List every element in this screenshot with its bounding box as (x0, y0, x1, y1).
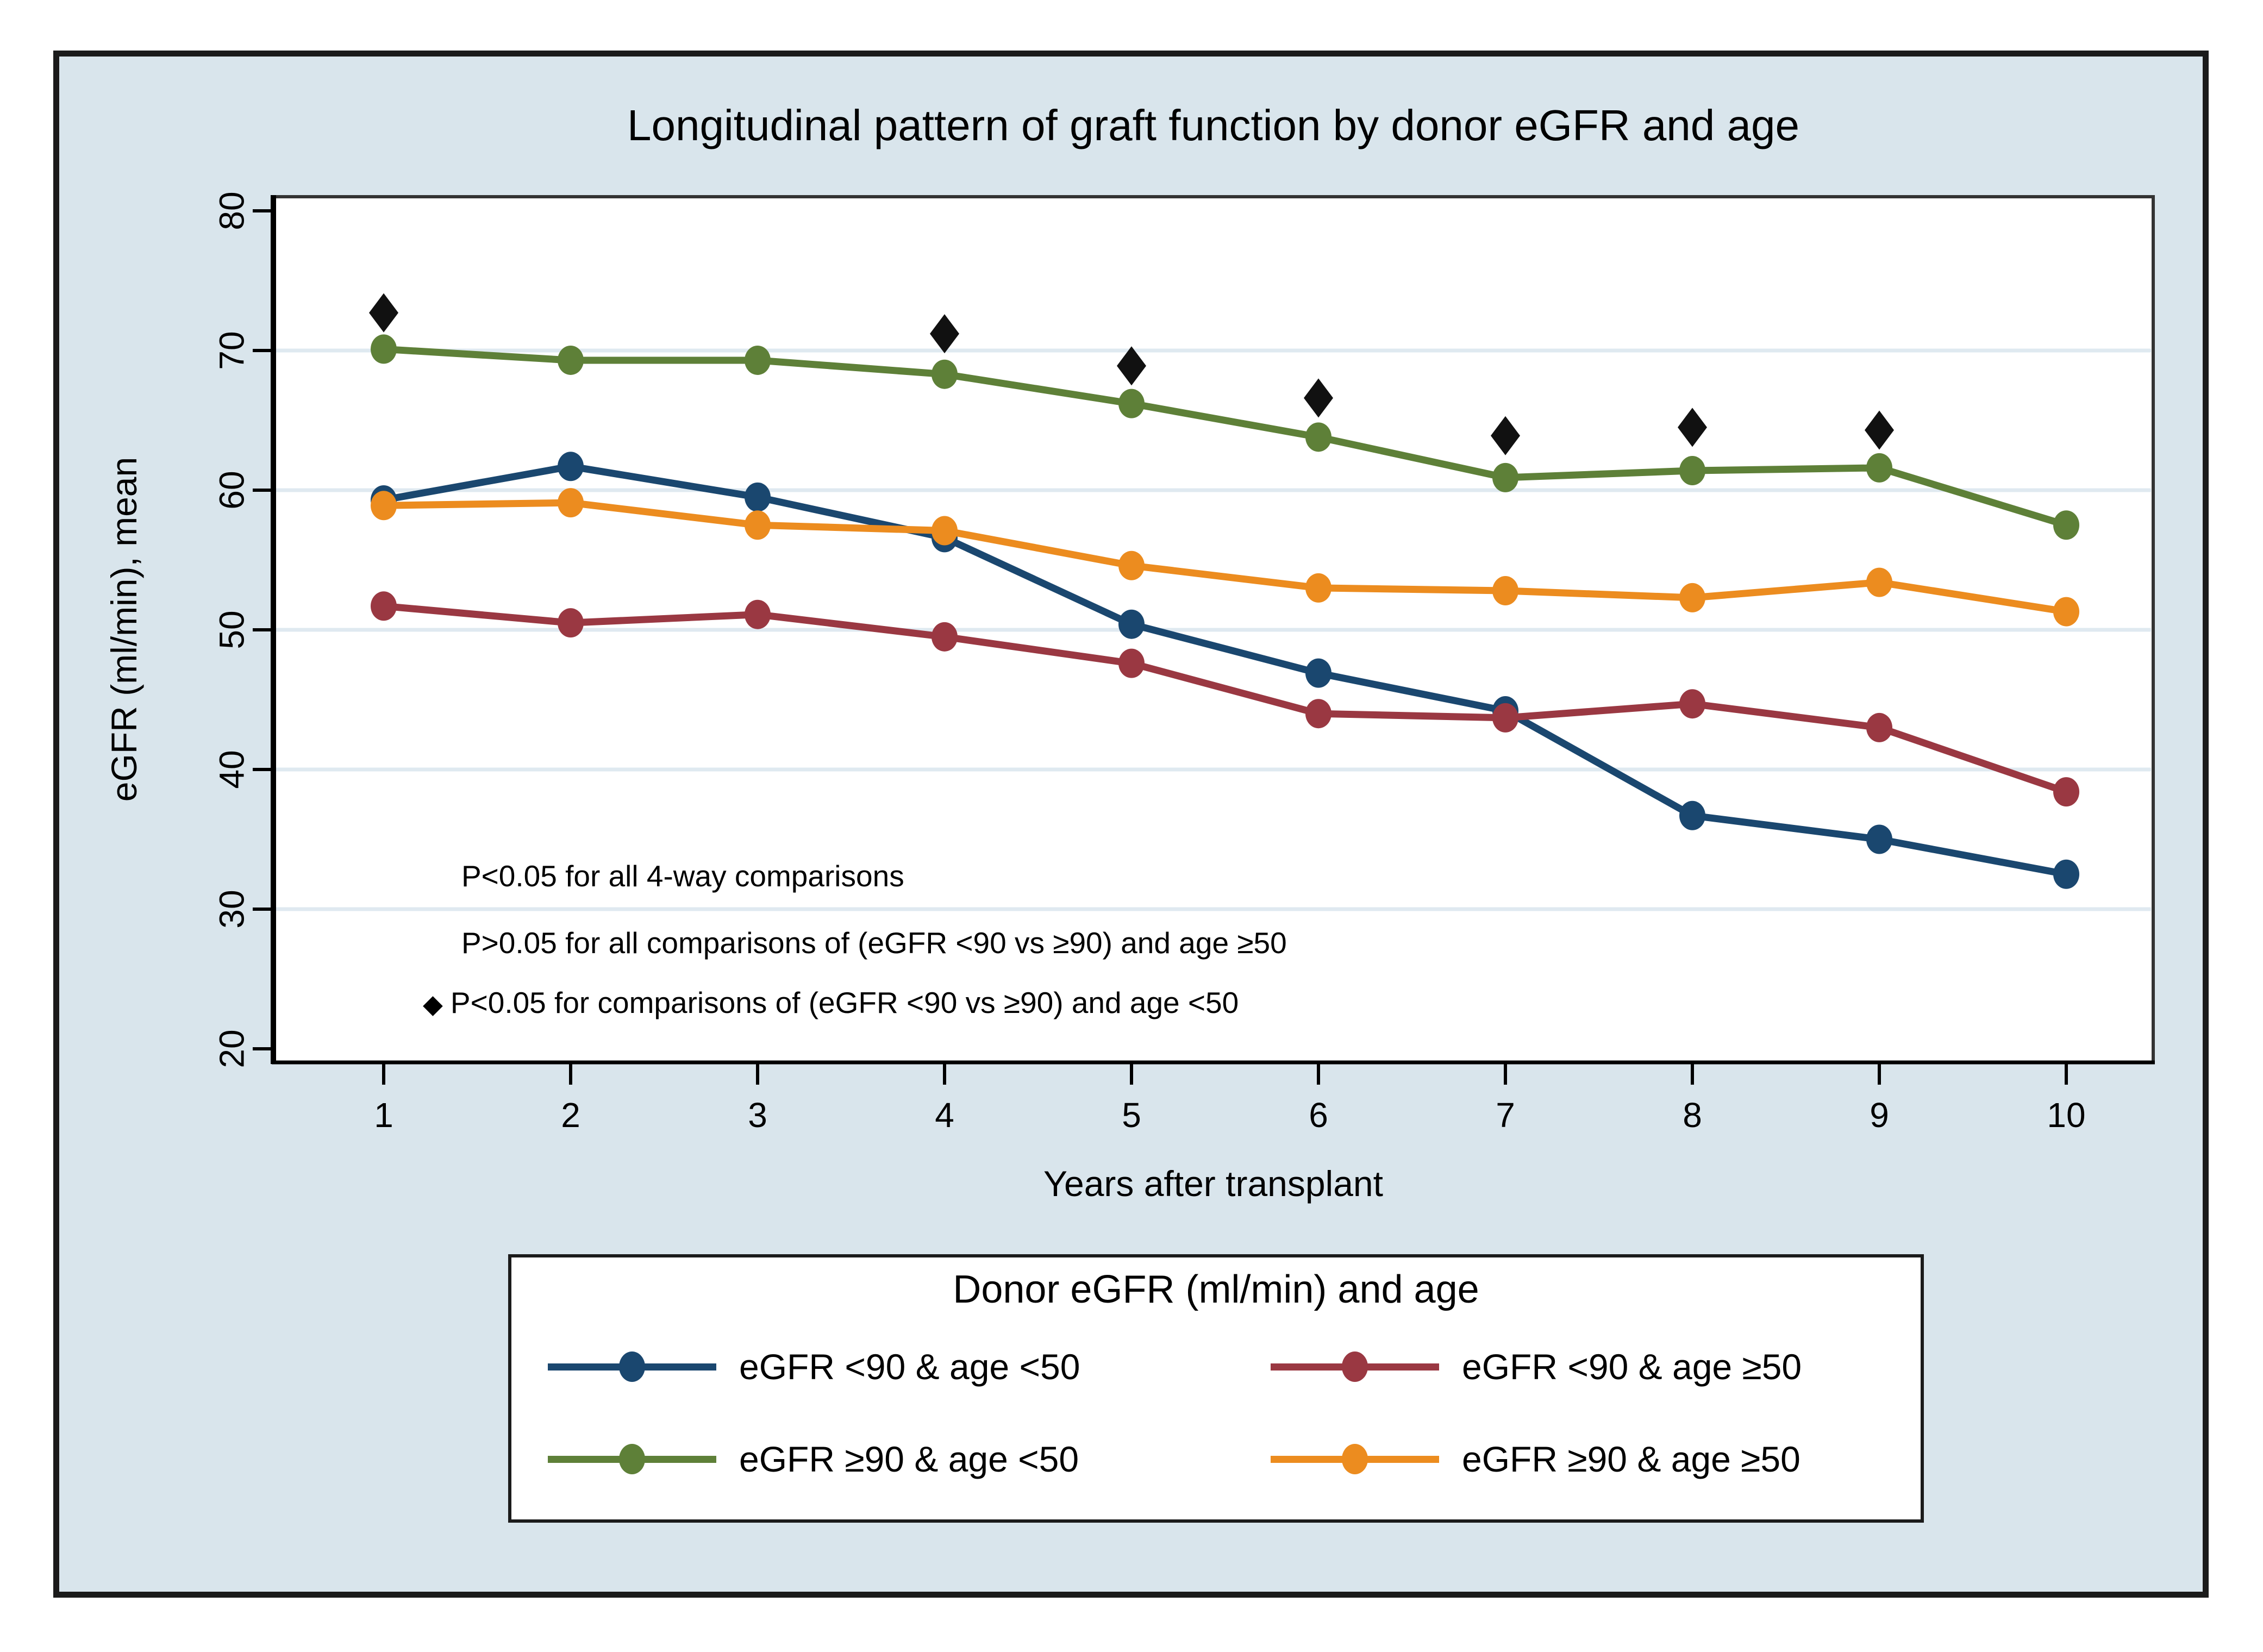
data-point-s2-x1 (371, 334, 397, 364)
y-axis-title: eGFR (ml/min), mean (104, 456, 144, 802)
data-point-s2-x3 (745, 345, 771, 375)
data-point-s2-x6 (1305, 422, 1331, 452)
data-point-s1-x2 (558, 608, 584, 638)
legend-dot-icon (1342, 1444, 1368, 1474)
data-point-s1-x6 (1305, 699, 1331, 729)
data-point-s2-x7 (1492, 462, 1518, 492)
diamond-icon: ◆ (423, 990, 443, 1019)
x-tick-label-9: 9 (1870, 1096, 1889, 1135)
data-point-s3-x7 (1492, 576, 1518, 606)
data-point-s1-x10 (2053, 777, 2079, 807)
x-tick-label-10: 10 (2047, 1096, 2086, 1135)
legend-swatch-green (548, 1443, 716, 1475)
x-tick-label-3: 3 (748, 1096, 767, 1135)
x-tick-label-5: 5 (1122, 1096, 1141, 1135)
data-point-s3-x4 (932, 516, 958, 546)
x-tick-label-6: 6 (1309, 1096, 1328, 1135)
data-point-s1-x9 (1866, 712, 1892, 742)
y-tick-label-40: 40 (212, 750, 252, 789)
significance-diamond-x8 (1678, 408, 1707, 447)
data-point-s0-x5 (1118, 609, 1145, 639)
data-point-s1-x7 (1492, 703, 1518, 733)
data-point-s2-x5 (1118, 389, 1145, 418)
legend-label: eGFR <90 & age ≥50 (1462, 1347, 1802, 1387)
legend-swatch-maroon (1271, 1350, 1439, 1383)
y-tick-label-20: 20 (212, 1029, 252, 1068)
x-tick-label-7: 7 (1496, 1096, 1515, 1135)
series-line-0 (383, 462, 2067, 878)
legend-dot-icon (619, 1444, 645, 1474)
data-point-s3-x2 (558, 488, 584, 518)
y-tick-label-60: 60 (212, 471, 252, 510)
data-point-s3-x10 (2053, 597, 2079, 627)
legend-entry-egfr-lt90-age-ge50: eGFR <90 & age ≥50 (1271, 1347, 1802, 1387)
data-point-s2-x4 (932, 359, 958, 389)
legend-swatch-orange (1271, 1443, 1439, 1475)
legend-swatch-blue (548, 1350, 716, 1383)
data-point-s0-x9 (1866, 824, 1892, 854)
annotation-age-lt50: ◆ P<0.05 for comparisons of (eGFR <90 vs … (423, 985, 1239, 1023)
legend-entry-egfr-ge90-age-lt50: eGFR ≥90 & age <50 (548, 1439, 1079, 1479)
data-point-s3-x8 (1679, 583, 1705, 612)
data-point-s1-x3 (745, 599, 771, 629)
data-point-s0-x3 (745, 482, 771, 512)
x-axis-title: Years after transplant (1043, 1163, 1383, 1204)
y-tick-label-70: 70 (212, 331, 252, 370)
data-point-s3-x3 (745, 510, 771, 540)
legend-dot-icon (619, 1351, 645, 1382)
legend-label: eGFR <90 & age <50 (739, 1347, 1080, 1387)
annotation-age-ge50: P>0.05 for all comparisons of (eGFR <90 … (461, 926, 1287, 960)
y-tick-label-50: 50 (212, 610, 252, 649)
x-tick-label-8: 8 (1683, 1096, 1702, 1135)
data-point-s3-x1 (371, 491, 397, 521)
legend-dot-icon (1342, 1351, 1368, 1382)
series-line-2 (383, 345, 2067, 529)
data-point-s1-x8 (1679, 689, 1705, 719)
data-point-s0-x10 (2053, 859, 2079, 889)
x-tick-label-1: 1 (374, 1096, 393, 1135)
data-point-s1-x5 (1118, 648, 1145, 678)
y-tick-label-30: 30 (212, 890, 252, 929)
data-point-s0-x6 (1305, 658, 1331, 688)
data-point-s3-x5 (1118, 550, 1145, 580)
data-point-s1-x1 (371, 591, 397, 621)
legend-box (508, 1254, 1924, 1523)
legend-entry-egfr-lt90-age-lt50: eGFR <90 & age <50 (548, 1347, 1080, 1387)
legend-label: eGFR ≥90 & age <50 (739, 1439, 1079, 1479)
data-point-s2-x8 (1679, 456, 1705, 486)
series-line-3 (383, 499, 2067, 616)
legend-title: Donor eGFR (ml/min) and age (953, 1268, 1479, 1311)
x-tick-label-4: 4 (935, 1096, 954, 1135)
series-line-1 (383, 602, 2068, 796)
data-point-s0-x2 (558, 452, 584, 481)
significance-diamond-x6 (1304, 378, 1333, 418)
significance-diamond-x1 (369, 293, 398, 333)
data-point-s2-x10 (2053, 510, 2079, 540)
x-tick-label-2: 2 (561, 1096, 580, 1135)
significance-diamond-x7 (1491, 416, 1520, 455)
data-point-s3-x6 (1305, 573, 1331, 603)
y-tick-label-80: 80 (212, 191, 252, 230)
annotation-age-lt50-text: P<0.05 for comparisons of (eGFR <90 vs ≥… (450, 986, 1239, 1019)
data-point-s2-x9 (1866, 453, 1892, 483)
significance-diamond-x4 (930, 314, 959, 354)
data-point-s1-x4 (932, 622, 958, 652)
chart-title: Longitudinal pattern of graft function b… (627, 101, 1799, 149)
significance-diamond-x9 (1865, 410, 1894, 450)
legend-label: eGFR ≥90 & age ≥50 (1462, 1439, 1801, 1479)
annotation-4way: P<0.05 for all 4-way comparisons (461, 859, 904, 893)
data-point-s0-x8 (1679, 800, 1705, 830)
data-point-s3-x9 (1866, 567, 1892, 597)
significance-diamond-x5 (1117, 346, 1146, 386)
legend-entry-egfr-ge90-age-ge50: eGFR ≥90 & age ≥50 (1271, 1439, 1801, 1479)
data-point-s2-x2 (558, 345, 584, 375)
